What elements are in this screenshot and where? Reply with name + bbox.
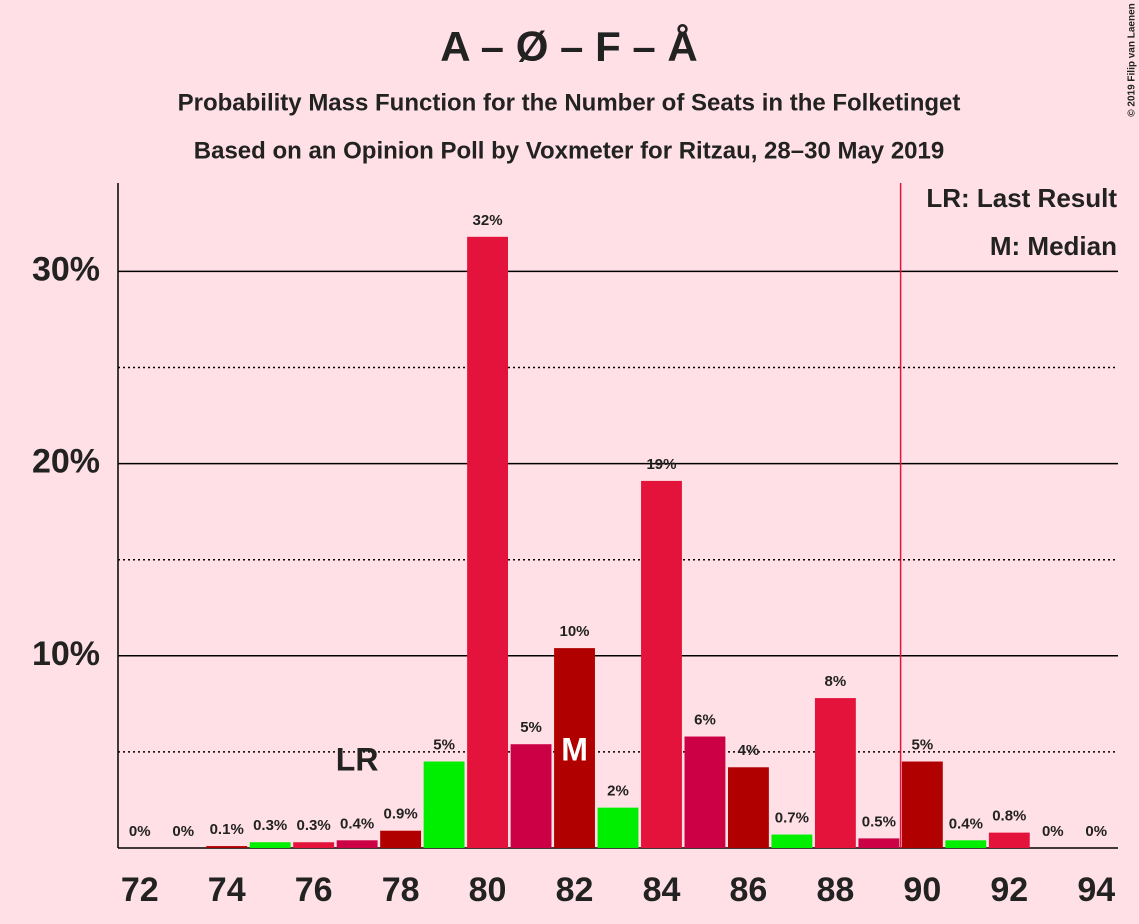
x-tick-label: 84 bbox=[643, 871, 681, 909]
legend-entry: LR: Last Result bbox=[926, 183, 1117, 213]
bar bbox=[554, 648, 595, 848]
data-label: 0% bbox=[172, 823, 194, 840]
last-result-label: LR bbox=[336, 741, 379, 777]
data-label: 0.9% bbox=[384, 806, 418, 823]
x-tick-label: 72 bbox=[121, 871, 159, 909]
data-label: 0.3% bbox=[253, 817, 287, 834]
data-label: 0.4% bbox=[949, 815, 983, 832]
bar bbox=[728, 767, 769, 848]
data-label: 2% bbox=[607, 783, 629, 800]
chart-title: A – Ø – F – Å bbox=[440, 23, 698, 70]
copyright: © 2019 Filip van Laenen bbox=[1127, 3, 1138, 117]
data-label: 8% bbox=[825, 673, 847, 690]
data-label: 0% bbox=[1042, 823, 1064, 840]
bar bbox=[945, 840, 987, 848]
bar bbox=[249, 842, 291, 848]
chart-subtitle: Probability Mass Function for the Number… bbox=[178, 89, 961, 116]
chart-subtitle: Based on an Opinion Poll by Voxmeter for… bbox=[194, 137, 944, 164]
bar bbox=[510, 744, 552, 848]
bar bbox=[206, 846, 248, 848]
data-label: 0% bbox=[129, 823, 151, 840]
data-label: 4% bbox=[738, 742, 760, 759]
x-tick-label: 86 bbox=[730, 871, 768, 909]
bar bbox=[380, 830, 422, 848]
bar bbox=[771, 834, 813, 848]
bar bbox=[684, 736, 726, 848]
bar bbox=[597, 807, 639, 848]
bar bbox=[641, 480, 682, 848]
data-label: 0.1% bbox=[210, 821, 244, 838]
data-label: 6% bbox=[694, 711, 716, 728]
bar bbox=[293, 842, 335, 848]
bar bbox=[858, 838, 900, 848]
x-tick-label: 82 bbox=[556, 871, 594, 909]
y-tick-label: 10% bbox=[32, 635, 100, 673]
data-label: 5% bbox=[433, 736, 455, 753]
data-label: 0.5% bbox=[862, 813, 896, 830]
x-tick-label: 80 bbox=[469, 871, 507, 909]
y-tick-label: 20% bbox=[32, 443, 100, 481]
data-label: 19% bbox=[646, 456, 676, 473]
bar bbox=[467, 236, 508, 848]
data-label: 0.4% bbox=[340, 815, 374, 832]
bar bbox=[988, 832, 1030, 848]
bar bbox=[336, 840, 378, 848]
data-label: 0.7% bbox=[775, 810, 809, 827]
data-label: 0.8% bbox=[992, 808, 1026, 825]
bar bbox=[814, 698, 856, 848]
x-tick-label: 78 bbox=[382, 871, 420, 909]
data-label: 0.3% bbox=[297, 817, 331, 834]
data-label: 10% bbox=[560, 623, 590, 640]
x-tick-label: 94 bbox=[1077, 871, 1115, 909]
y-tick-label: 30% bbox=[32, 250, 100, 288]
bar bbox=[423, 761, 465, 848]
x-tick-label: 88 bbox=[816, 871, 854, 909]
x-tick-label: 90 bbox=[903, 871, 941, 909]
x-tick-label: 92 bbox=[990, 871, 1028, 909]
x-tick-label: 76 bbox=[295, 871, 333, 909]
data-label: 0% bbox=[1085, 823, 1107, 840]
data-label: 5% bbox=[520, 719, 542, 736]
median-label: M bbox=[561, 731, 588, 767]
data-label: 32% bbox=[473, 212, 503, 229]
bar bbox=[901, 761, 943, 848]
legend-entry: M: Median bbox=[990, 231, 1117, 261]
data-label: 5% bbox=[912, 736, 934, 753]
x-tick-label: 74 bbox=[208, 871, 246, 909]
